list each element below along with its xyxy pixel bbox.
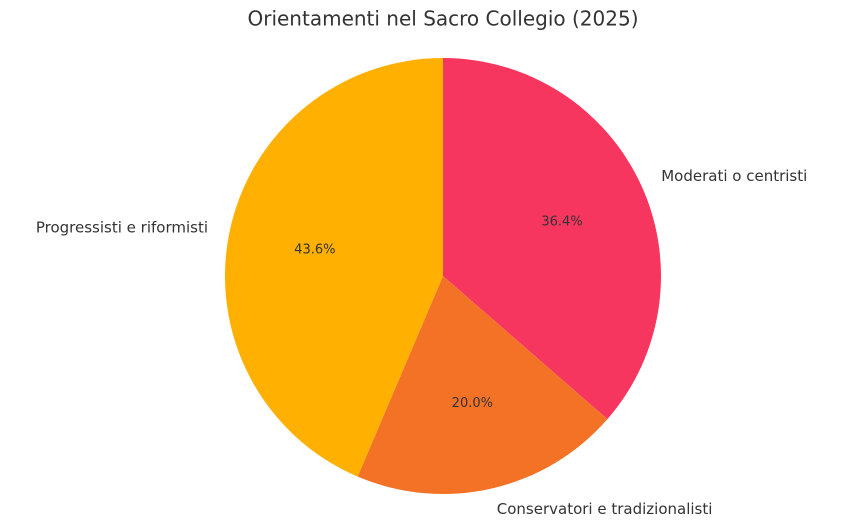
slice-label: Conservatori e tradizionalisti	[497, 500, 713, 518]
slice-label: Moderati o centristi	[661, 167, 807, 185]
chart-title: Orientamenti nel Sacro Collegio (2025)	[247, 7, 638, 31]
value-label: 36.4%	[541, 214, 582, 229]
pie-slice	[357, 276, 608, 494]
pie-slice	[443, 58, 661, 420]
pie-slice	[225, 58, 443, 477]
value-label: 43.6%	[294, 242, 335, 257]
value-label: 20.0%	[452, 396, 493, 411]
slice-label: Progressisti e riformisti	[36, 219, 208, 237]
